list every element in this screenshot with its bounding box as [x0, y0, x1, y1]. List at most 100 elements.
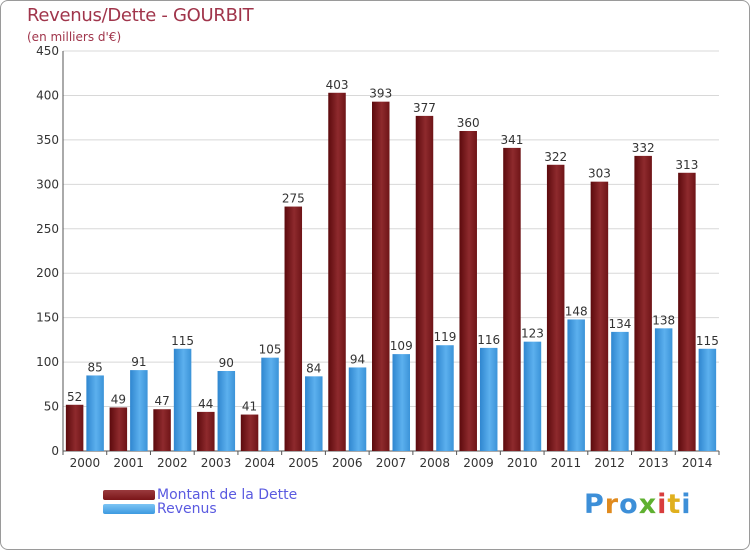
- bar-revenue: [130, 370, 148, 451]
- bar-debt: [284, 206, 303, 451]
- data-label: 138: [652, 313, 675, 327]
- data-label: 91: [131, 355, 146, 369]
- bar-revenue: [611, 331, 629, 451]
- bar-revenue: [654, 328, 673, 451]
- logo-letter: i: [657, 489, 668, 520]
- data-label: 377: [413, 101, 436, 115]
- x-tick-label: 2013: [638, 456, 669, 470]
- bar-revenue: [217, 371, 236, 451]
- bar-debt: [372, 101, 390, 452]
- y-tick-label: 400: [36, 88, 59, 102]
- legend-label-debt: Montant de la Dette: [157, 487, 298, 503]
- x-tick-label: 2009: [463, 456, 494, 470]
- x-tick-label: 2012: [594, 456, 625, 470]
- proxiti-logo: Proxiti: [584, 489, 692, 520]
- bar-debt: [590, 181, 609, 451]
- logo-letter: o: [619, 489, 639, 520]
- y-tick-label: 100: [36, 355, 59, 369]
- data-label: 403: [326, 78, 349, 92]
- legend-swatch-revenue: [103, 504, 155, 514]
- data-label: 275: [282, 192, 305, 206]
- legend-swatch-debt: [103, 490, 155, 500]
- x-tick-label: 2003: [201, 456, 232, 470]
- data-label: 322: [544, 150, 567, 164]
- data-label: 115: [171, 334, 194, 348]
- bar-revenue: [523, 341, 542, 451]
- y-tick-label: 300: [36, 177, 59, 191]
- y-tick-label: 50: [44, 400, 59, 414]
- x-tick-label: 2000: [70, 456, 101, 470]
- x-tick-label: 2014: [682, 456, 713, 470]
- bar-revenue: [567, 319, 585, 451]
- data-label: 115: [696, 334, 719, 348]
- y-tick-label: 0: [51, 444, 59, 458]
- data-label: 134: [608, 317, 631, 331]
- data-label: 41: [242, 400, 257, 414]
- data-label: 148: [565, 304, 588, 318]
- logo-letter: P: [584, 489, 605, 520]
- data-label: 393: [369, 87, 392, 101]
- logo-letter: x: [638, 489, 658, 520]
- data-label: 119: [434, 330, 457, 344]
- bar-debt: [153, 409, 171, 451]
- bar-debt: [634, 155, 652, 451]
- bar-revenue: [173, 348, 192, 451]
- bar-debt: [415, 115, 434, 451]
- bar-revenue: [261, 357, 279, 451]
- data-label: 105: [259, 343, 282, 357]
- bar-debt: [109, 407, 128, 451]
- bar-debt: [240, 414, 259, 451]
- legend-item-debt: Montant de la Dette: [103, 487, 297, 503]
- data-label: 123: [521, 327, 544, 341]
- data-label: 44: [198, 397, 213, 411]
- y-tick-label: 200: [36, 266, 59, 280]
- bar-revenue: [392, 354, 410, 451]
- y-tick-label: 450: [36, 44, 59, 58]
- logo-letter: i: [681, 489, 692, 520]
- y-tick-label: 350: [36, 133, 59, 147]
- data-label: 332: [632, 141, 655, 155]
- bar-debt: [65, 404, 84, 451]
- data-label: 303: [588, 167, 611, 181]
- data-label: 84: [306, 361, 321, 375]
- x-tick-label: 2010: [507, 456, 538, 470]
- bar-debt: [546, 164, 565, 451]
- x-tick-label: 2004: [245, 456, 276, 470]
- data-label: 109: [390, 339, 413, 353]
- x-tick-label: 2008: [419, 456, 450, 470]
- bar-revenue: [348, 367, 367, 451]
- y-tick-label: 150: [36, 311, 59, 325]
- y-tick-label: 250: [36, 222, 59, 236]
- bar-revenue: [305, 376, 323, 451]
- logo-letter: r: [604, 489, 620, 520]
- bar-revenue: [479, 347, 498, 451]
- chart-title: Revenus/Dette - GOURBIT: [27, 5, 254, 26]
- data-label: 341: [500, 133, 523, 147]
- bar-debt: [503, 147, 521, 451]
- logo-letter: t: [667, 489, 682, 520]
- legend-label-revenue: Revenus: [157, 501, 217, 517]
- bar-debt: [197, 411, 215, 451]
- x-tick-label: 2011: [551, 456, 582, 470]
- data-label: 47: [154, 394, 169, 408]
- x-tick-label: 2005: [288, 456, 319, 470]
- legend-item-revenue: Revenus: [103, 501, 217, 517]
- data-label: 94: [350, 352, 365, 366]
- data-label: 90: [219, 356, 234, 370]
- bar-debt: [459, 131, 477, 451]
- x-tick-label: 2001: [113, 456, 144, 470]
- bar-revenue: [436, 345, 454, 451]
- x-tick-label: 2007: [376, 456, 407, 470]
- data-label: 313: [675, 158, 698, 172]
- data-label: 52: [67, 390, 82, 404]
- data-label: 116: [477, 333, 500, 347]
- bar-debt: [328, 92, 346, 452]
- data-label: 85: [87, 360, 102, 374]
- bar-debt: [678, 172, 696, 451]
- bar-revenue: [86, 375, 104, 451]
- x-tick-label: 2006: [332, 456, 363, 470]
- bar-revenue: [698, 348, 717, 451]
- data-label: 360: [457, 116, 480, 130]
